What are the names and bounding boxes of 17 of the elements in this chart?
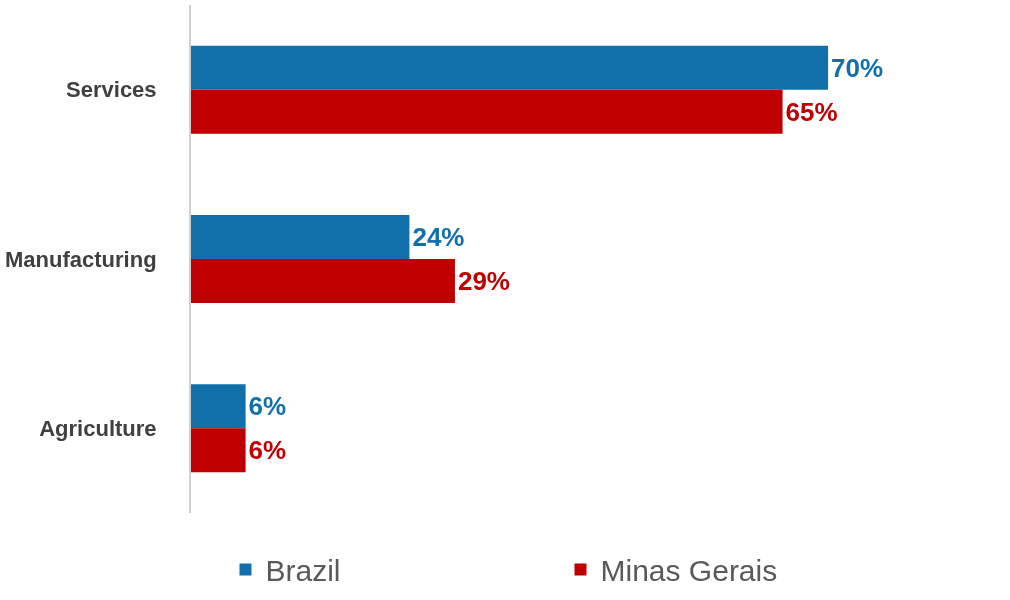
bar bbox=[191, 89, 783, 134]
data-label: 29% bbox=[457, 266, 510, 297]
y-tick-label: Agriculture bbox=[39, 416, 157, 442]
data-label: 24% bbox=[412, 221, 465, 252]
bar bbox=[191, 384, 246, 429]
bar bbox=[191, 214, 410, 259]
bar bbox=[191, 45, 829, 90]
data-label: 65% bbox=[785, 96, 838, 127]
legend-label: Brazil bbox=[265, 554, 341, 588]
data-label: 6% bbox=[248, 391, 287, 422]
y-tick-label: Manufacturing bbox=[5, 246, 157, 272]
legend-label: Minas Gerais bbox=[600, 554, 778, 588]
data-label: 70% bbox=[831, 52, 884, 83]
bar bbox=[191, 259, 455, 304]
y-tick-label: Services bbox=[66, 77, 157, 103]
bar bbox=[191, 428, 246, 473]
data-label: 6% bbox=[248, 435, 287, 466]
